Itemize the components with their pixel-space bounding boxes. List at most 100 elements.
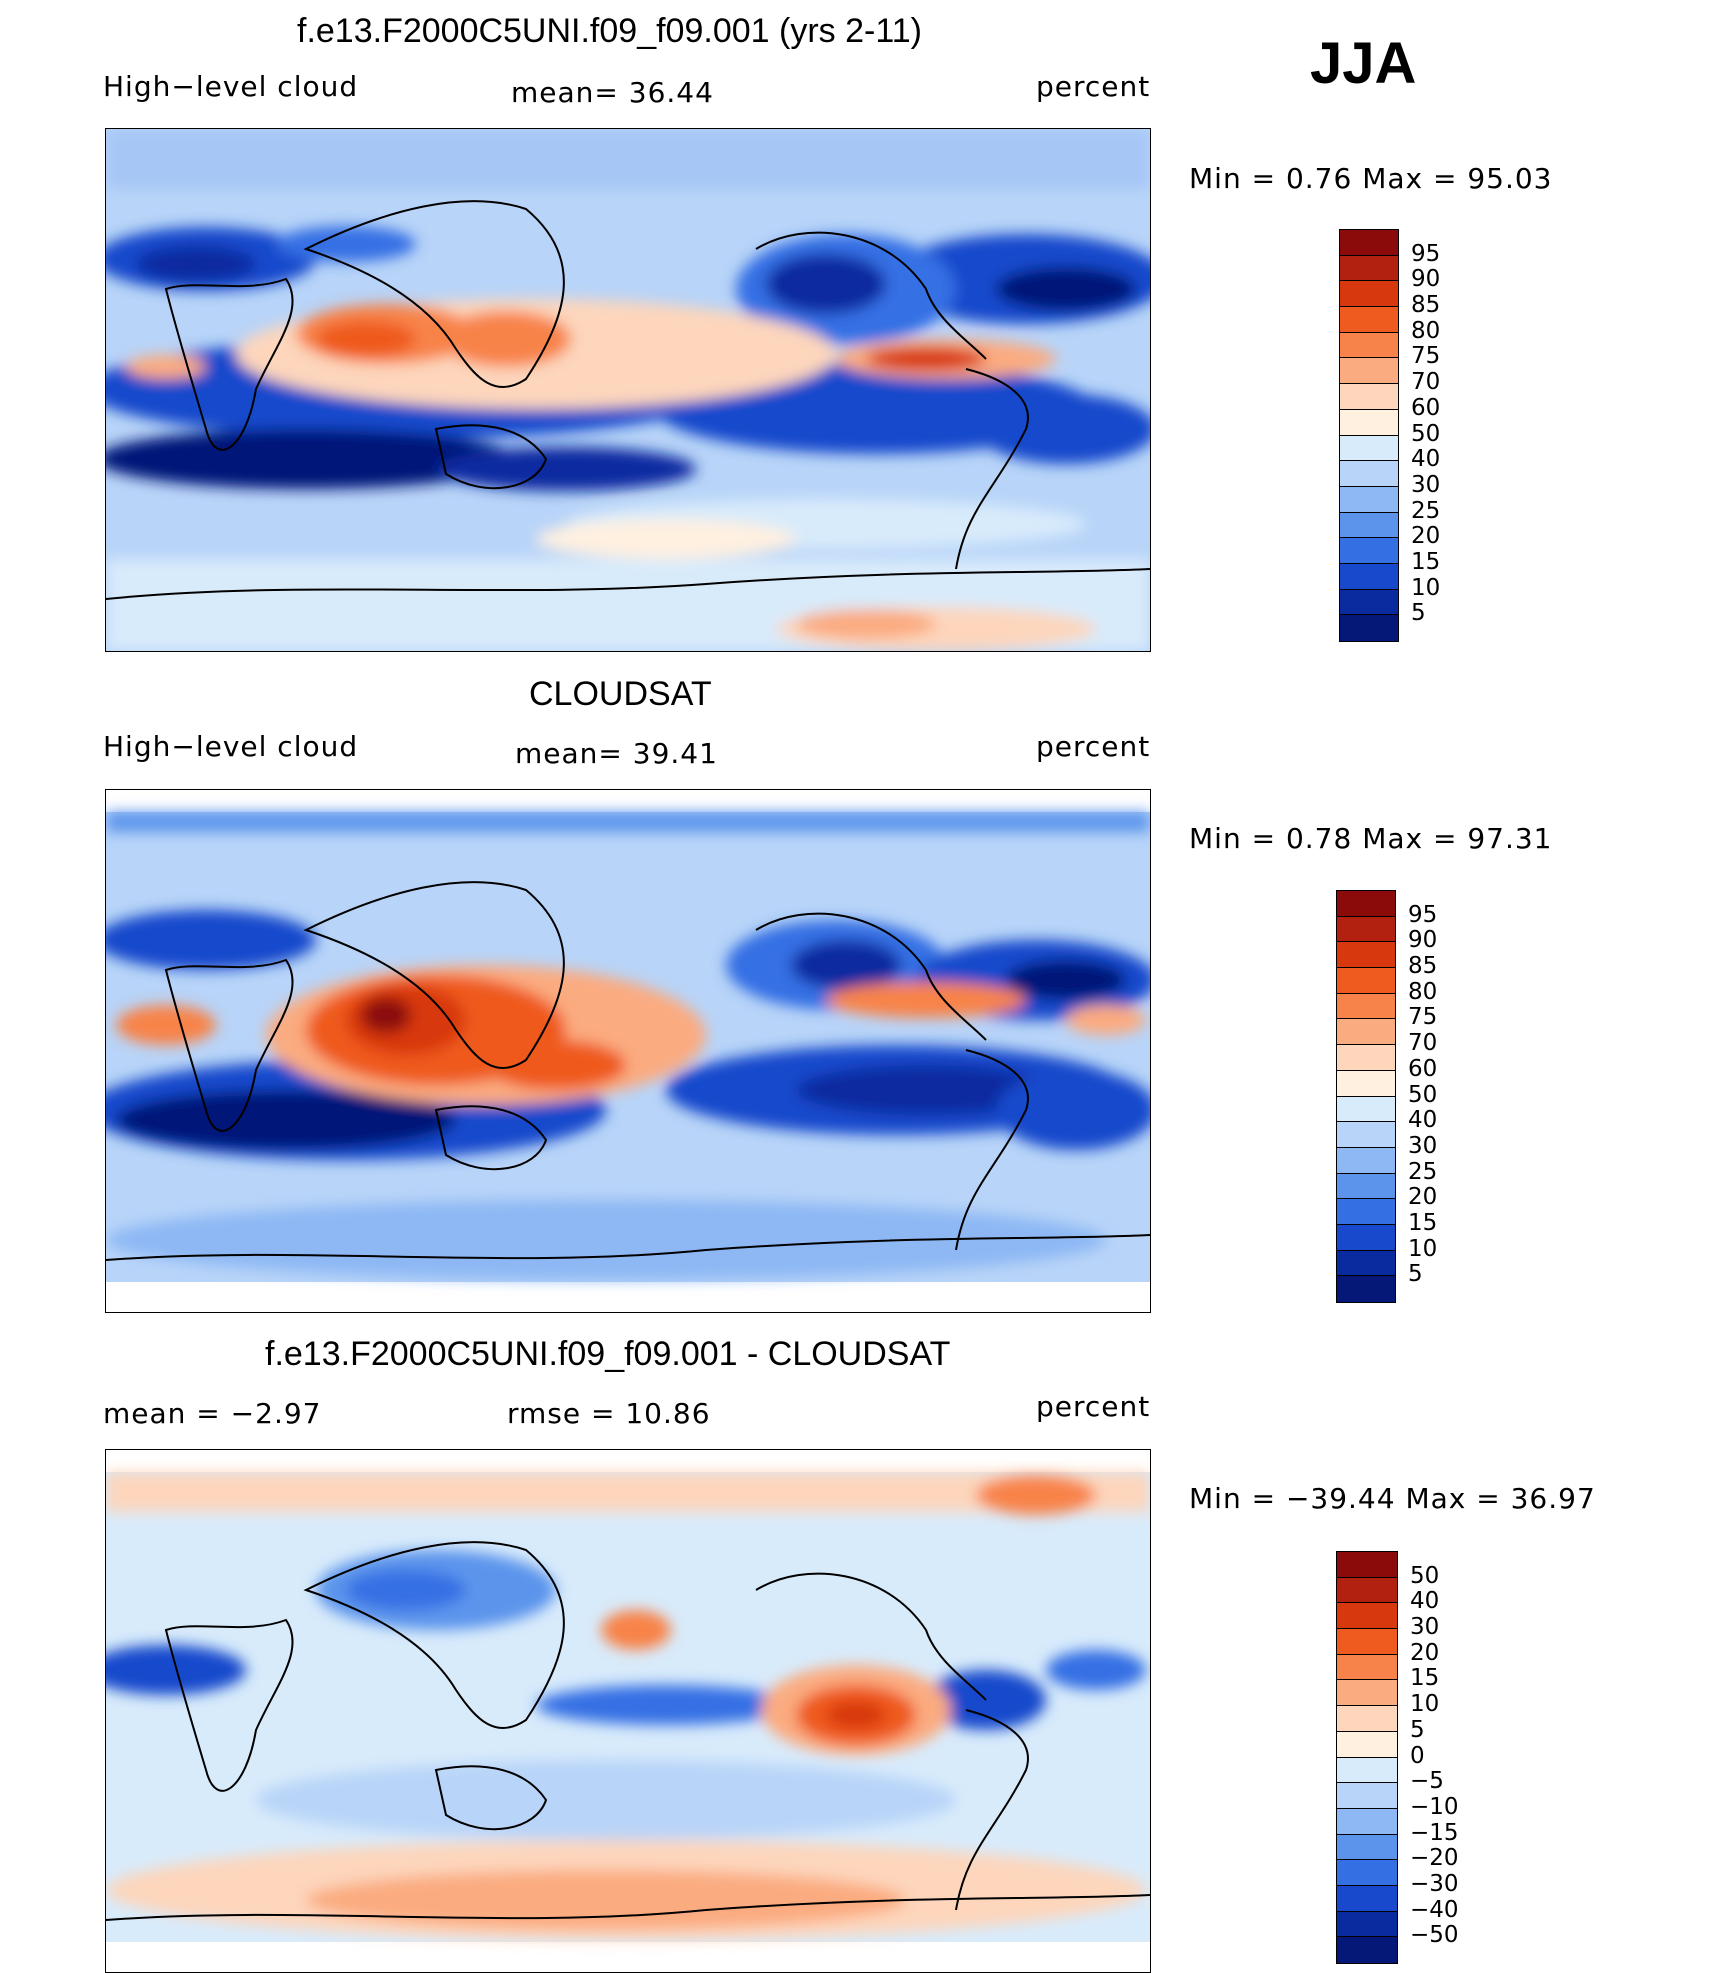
colorbar-tick-label: −20 [1410, 1845, 1459, 1872]
colorbar-swatch [1337, 1147, 1395, 1174]
colorbar-tick-label: 80 [1411, 317, 1441, 344]
colorbar-tick-label: 25 [1408, 1158, 1438, 1185]
colorbar-swatch [1337, 1937, 1397, 1963]
colorbar-swatch [1340, 563, 1398, 590]
variable-label: High−level cloud [103, 70, 359, 103]
colorbar-swatch [1337, 968, 1395, 994]
colorbar-swatch [1337, 1070, 1395, 1097]
field-contours [106, 1472, 1150, 1940]
colorbar-tick-label: 5 [1408, 1261, 1423, 1288]
colorbar-swatch [1337, 1173, 1395, 1200]
colorbar-swatch [1337, 891, 1395, 917]
colorbar-swatch [1337, 1911, 1397, 1938]
colorbar-tick-label: 95 [1408, 901, 1438, 928]
colorbar-tick-label: 75 [1411, 343, 1441, 370]
colorbar-tick-label: 80 [1408, 978, 1438, 1005]
map-difference [105, 1449, 1151, 1973]
colorbar-tick-label: 60 [1411, 394, 1441, 421]
map-model [105, 128, 1151, 652]
colorbar-swatch [1337, 1860, 1397, 1886]
min-max-readout: Min = −39.44 Max = 36.97 [1189, 1482, 1596, 1515]
coastlines [106, 881, 1150, 1261]
min-max-readout: Min = 0.78 Max = 97.31 [1189, 822, 1553, 855]
colorbar-tick-label: 70 [1411, 369, 1441, 396]
season-label: JJA [1310, 31, 1417, 96]
colorbar-swatch [1337, 1096, 1395, 1123]
colorbar-swatch [1337, 1122, 1395, 1148]
colorbar-swatch [1337, 1603, 1397, 1630]
colorbar-swatch [1337, 1224, 1395, 1251]
colorbar-swatch [1337, 1757, 1397, 1784]
colorbar-swatch [1340, 255, 1398, 282]
colorbar-swatch [1337, 1276, 1395, 1302]
colorbar-tick-label: 15 [1410, 1665, 1440, 1692]
colorbar-swatch [1340, 512, 1398, 539]
colorbar [1336, 890, 1396, 1303]
colorbar-tick-label: 5 [1411, 600, 1426, 627]
colorbar-tick-label: 85 [1408, 953, 1438, 980]
colorbar-swatch [1340, 281, 1398, 308]
colorbar-swatch [1337, 1731, 1397, 1758]
colorbar-tick-label: 60 [1408, 1055, 1438, 1082]
rmse-label: rmse = 10.86 [507, 1397, 711, 1430]
colorbar-tick-label: 50 [1411, 420, 1441, 447]
map-cloudsat [105, 789, 1151, 1313]
colorbar-swatch [1340, 589, 1398, 616]
colorbar-swatch [1337, 1706, 1397, 1732]
colorbar-swatch [1340, 486, 1398, 513]
colorbar-tick-label: 50 [1410, 1562, 1440, 1589]
colorbar-tick-label: −50 [1410, 1922, 1459, 1949]
colorbar-tick-label: 10 [1411, 574, 1441, 601]
colorbar [1336, 1551, 1398, 1964]
colorbar-tick-label: 15 [1408, 1209, 1438, 1236]
colorbar-swatch [1337, 1783, 1397, 1809]
colorbar-swatch [1337, 916, 1395, 943]
colorbar-swatch [1340, 409, 1398, 436]
colorbar-tick-label: −10 [1410, 1793, 1459, 1820]
colorbar-tick-label: 50 [1408, 1081, 1438, 1108]
colorbar-tick-label: 40 [1410, 1588, 1440, 1615]
colorbar-tick-label: 30 [1408, 1132, 1438, 1159]
coastlines [106, 200, 1150, 600]
colorbar-tick-label: 30 [1411, 471, 1441, 498]
colorbar-swatch [1340, 332, 1398, 359]
colorbar-tick-label: −5 [1410, 1768, 1444, 1795]
panel-title: f.e13.F2000C5UNI.f09_f09.001 (yrs 2-11) [297, 12, 922, 50]
colorbar-tick-label: 20 [1411, 523, 1441, 550]
colorbar-tick-label: −15 [1410, 1819, 1459, 1846]
colorbar-tick-label: 10 [1410, 1691, 1440, 1718]
mean-label: mean = −2.97 [103, 1397, 322, 1430]
colorbar-tick-label: 85 [1411, 292, 1441, 319]
panel-title: f.e13.F2000C5UNI.f09_f09.001 - CLOUDSAT [265, 1335, 951, 1373]
colorbar-tick-label: 30 [1410, 1614, 1440, 1641]
colorbar-tick-label: 40 [1408, 1107, 1438, 1134]
colorbar-swatch [1340, 230, 1398, 256]
colorbar-tick-label: 10 [1408, 1235, 1438, 1262]
colorbar-tick-label: 40 [1411, 446, 1441, 473]
colorbar-swatch [1340, 461, 1398, 487]
colorbar-tick-label: 20 [1408, 1184, 1438, 1211]
field-contours [106, 812, 1150, 1280]
colorbar-tick-label: 90 [1411, 266, 1441, 293]
colorbar-tick-label: 95 [1411, 240, 1441, 267]
colorbar [1339, 229, 1399, 642]
colorbar-swatch [1337, 1629, 1397, 1655]
units-label: percent [1036, 1390, 1151, 1423]
colorbar-tick-label: 20 [1410, 1639, 1440, 1666]
colorbar-swatch [1337, 1577, 1397, 1604]
colorbar-tick-label: 15 [1411, 548, 1441, 575]
colorbar-swatch [1337, 942, 1395, 969]
colorbar-tick-label: 5 [1410, 1716, 1425, 1743]
colorbar-tick-label: 0 [1410, 1742, 1425, 1769]
colorbar-swatch [1337, 1654, 1397, 1681]
colorbar-swatch [1337, 1808, 1397, 1835]
colorbar-swatch [1337, 1680, 1397, 1707]
panel-title: CLOUDSAT [529, 675, 712, 713]
colorbar-swatch [1340, 435, 1398, 462]
colorbar-swatch [1340, 307, 1398, 333]
colorbar-swatch [1337, 1199, 1395, 1225]
colorbar-tick-label: −40 [1410, 1896, 1459, 1923]
colorbar-swatch [1337, 1885, 1397, 1912]
colorbar-swatch [1337, 1045, 1395, 1071]
colorbar-swatch [1337, 1834, 1397, 1861]
